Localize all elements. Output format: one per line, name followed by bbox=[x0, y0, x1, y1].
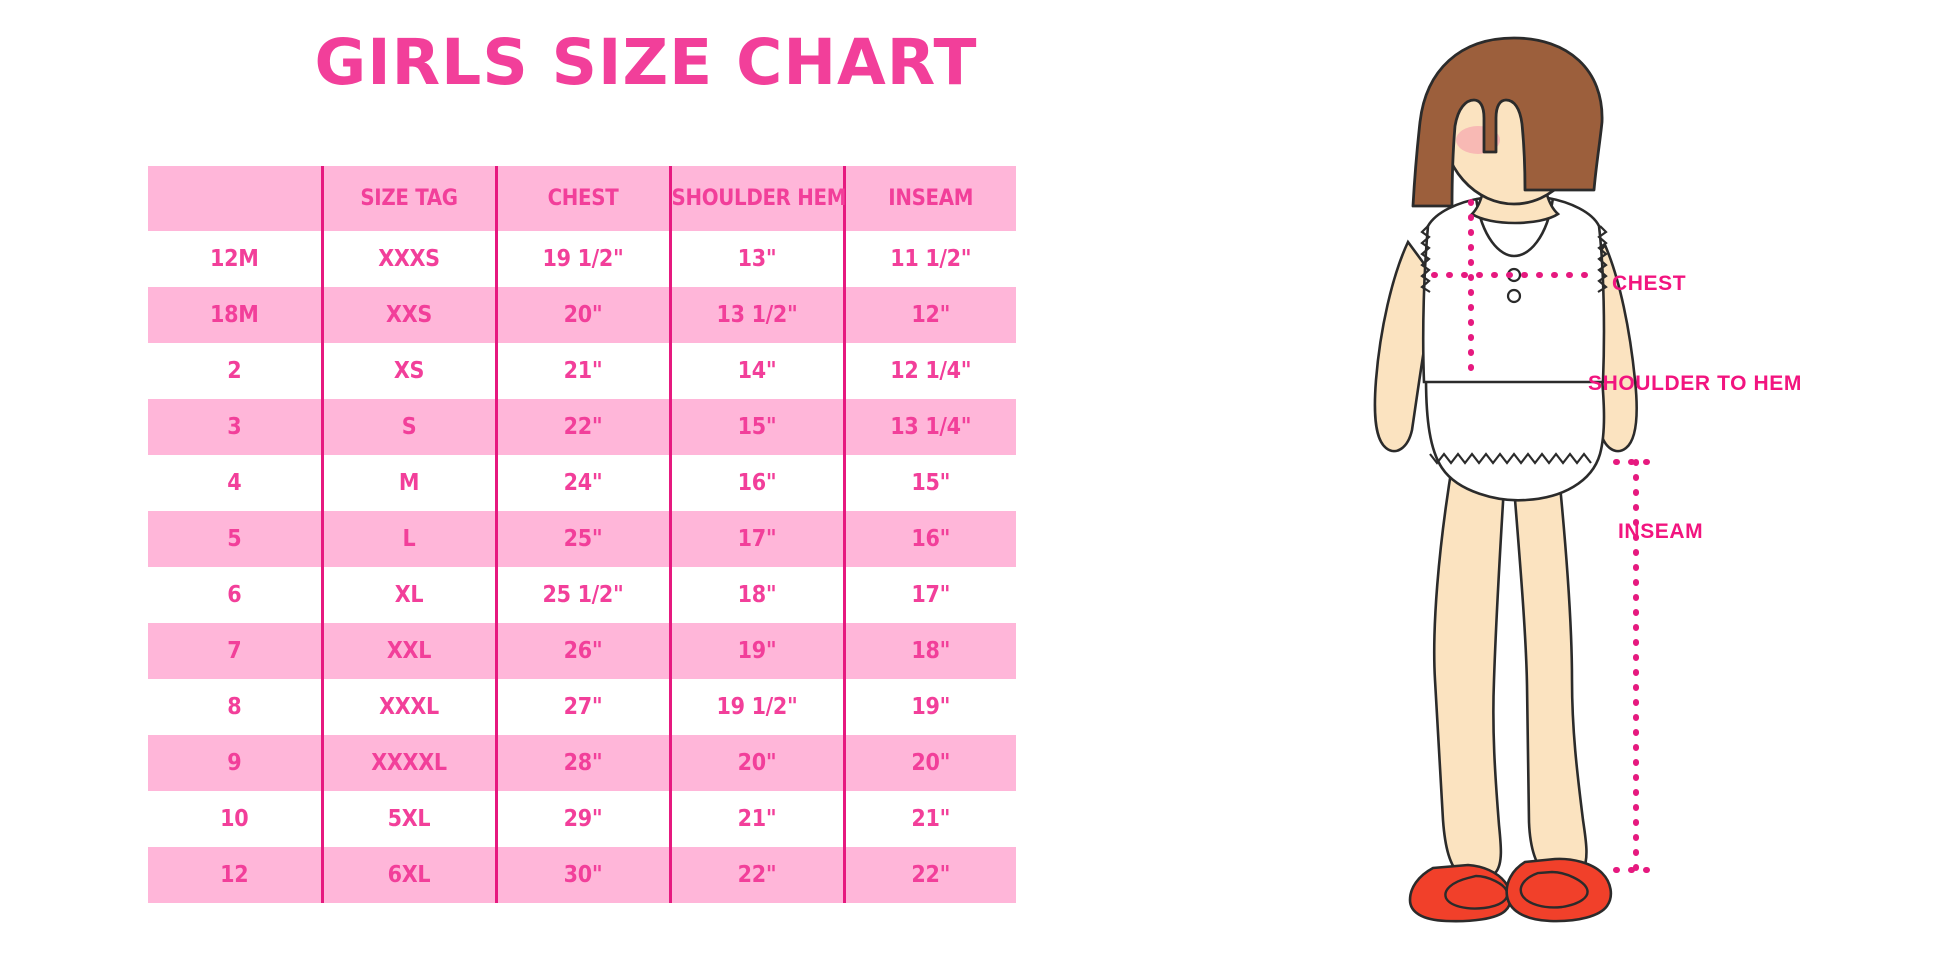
skirt-ruffle-hem bbox=[1429, 452, 1592, 465]
girl-figure-illustration bbox=[1373, 36, 1659, 923]
neckline bbox=[1474, 197, 1555, 258]
cell-inseam: 15" bbox=[842, 455, 1016, 511]
cell-chest: 25 1/2" bbox=[494, 567, 670, 623]
left-shoe bbox=[1408, 863, 1512, 923]
cell-chest: 21" bbox=[494, 343, 670, 399]
cell-chest: 25" bbox=[494, 511, 670, 567]
table-row: 4 M 24" 16" 15" bbox=[148, 455, 1016, 511]
cell-size: 5 bbox=[148, 511, 322, 567]
cell-inseam: 11 1/2" bbox=[842, 231, 1016, 287]
cell-size-tag: S bbox=[320, 399, 496, 455]
cell-inseam: 12" bbox=[842, 287, 1016, 343]
cell-size: 12M bbox=[210, 246, 259, 272]
left-shoe-strap bbox=[1444, 874, 1509, 910]
cell-chest: 26" bbox=[494, 623, 670, 679]
cell-size: 4 bbox=[227, 470, 242, 496]
right-shoe bbox=[1505, 857, 1613, 923]
cell-size-tag: XXXS bbox=[320, 231, 496, 287]
cell-size-tag: XS bbox=[320, 343, 496, 399]
cell-chest: 28" bbox=[494, 735, 670, 791]
table-row: 9 XXXXL 28" 20" 20" bbox=[148, 735, 1016, 791]
cell-size-tag: XL bbox=[320, 567, 496, 623]
column-header-shoulder-hem: SHOULDER HEM bbox=[668, 166, 846, 231]
column-header-size bbox=[148, 166, 322, 231]
cell-inseam: 21" bbox=[842, 791, 1016, 847]
cell-size-tag: XXXL bbox=[320, 679, 496, 735]
size-chart-table: SIZE TAG CHEST SHOULDER HEM INSEAM 12M XX… bbox=[148, 166, 1016, 903]
cell-inseam: 18" bbox=[842, 623, 1016, 679]
cell-size-tag: 6XL bbox=[320, 847, 496, 903]
table-row: 6 XL 25 1/2" 18" 17" bbox=[148, 567, 1016, 623]
cell-size: 12 bbox=[148, 847, 322, 903]
cell-size-tag: 5XL bbox=[320, 791, 496, 847]
cell-shoulder-hem: 15" bbox=[668, 399, 844, 455]
cell-shoulder-hem: 22" bbox=[668, 847, 844, 903]
cell-inseam: 20" bbox=[842, 735, 1016, 791]
cell-inseam: 17" bbox=[842, 567, 1016, 623]
cell-size: 3 bbox=[148, 399, 322, 455]
cell-shoulder-hem: 14" bbox=[668, 343, 844, 399]
cell-shoulder-hem: 21" bbox=[668, 791, 844, 847]
cell-shoulder-hem: 17" bbox=[668, 511, 844, 567]
cell-size-tag: L bbox=[320, 511, 496, 567]
table-row: 3 S 22" 15" 13 1/4" bbox=[148, 399, 1016, 455]
hair bbox=[1411, 36, 1604, 208]
page-title: GIRLS SIZE CHART bbox=[314, 26, 978, 99]
cell-chest: 24" bbox=[494, 455, 670, 511]
cell-size-tag: M bbox=[320, 455, 496, 511]
left-shoulder-ruffle bbox=[1420, 225, 1431, 293]
right-shoe-strap bbox=[1519, 870, 1589, 909]
cell-chest: 30" bbox=[494, 847, 670, 903]
cell-shoulder-hem: 16" bbox=[668, 455, 844, 511]
cell-chest: 27" bbox=[494, 679, 670, 735]
cell-size: 8 bbox=[227, 694, 242, 720]
skirt bbox=[1424, 376, 1606, 502]
table-row: 7 XXL 26" 19" 18" bbox=[148, 623, 1016, 679]
cell-shoulder-hem: 19" bbox=[668, 623, 844, 679]
table-row: 8 XXXL 27" 19 1/2" 19" bbox=[148, 679, 1016, 735]
table-row: 12 6XL 30" 22" 22" bbox=[148, 847, 1016, 903]
cell-inseam: 16" bbox=[842, 511, 1016, 567]
cell-size-tag: XXL bbox=[320, 623, 496, 679]
cell-size-tag: XXXXL bbox=[320, 735, 496, 791]
cell-size: 7 bbox=[148, 623, 322, 679]
cell-size: 2 bbox=[227, 358, 242, 384]
table-row: 18M XXS 20" 13 1/2" 12" bbox=[148, 287, 1016, 343]
cell-chest: 29" bbox=[494, 791, 670, 847]
button-bottom bbox=[1506, 288, 1522, 304]
table-row: 2 XS 21" 14" 12 1/4" bbox=[148, 343, 1016, 399]
right-shoulder-ruffle bbox=[1597, 225, 1608, 293]
cell-chest: 20" bbox=[494, 287, 670, 343]
cell-size: 6 bbox=[227, 582, 242, 608]
cell-size-tag: XXS bbox=[320, 287, 496, 343]
table-body: 12M XXXS 19 1/2" 13" 11 1/2" 18M XXS 20" 13 1/2"… bbox=[148, 231, 1016, 903]
column-header-inseam: INSEAM bbox=[842, 166, 1016, 231]
cell-chest: 19 1/2" bbox=[494, 231, 670, 287]
cell-size: 18M bbox=[148, 287, 322, 343]
cell-chest: 22" bbox=[494, 399, 670, 455]
table-row: 5 L 25" 17" 16" bbox=[148, 511, 1016, 567]
cell-shoulder-hem: 13 1/2" bbox=[668, 287, 844, 343]
column-header-size-tag: SIZE TAG bbox=[320, 166, 496, 231]
cell-shoulder-hem: 20" bbox=[668, 735, 844, 791]
cell-inseam: 12 1/4" bbox=[842, 343, 1016, 399]
cell-size: 10 bbox=[220, 806, 249, 832]
table-row: 10 5XL 29" 21" 21" bbox=[148, 791, 1016, 847]
column-header-chest: CHEST bbox=[494, 166, 670, 231]
left-leg bbox=[1432, 458, 1507, 882]
table-row: 12M XXXS 19 1/2" 13" 11 1/2" bbox=[148, 231, 1016, 287]
cell-inseam: 19" bbox=[842, 679, 1016, 735]
cell-shoulder-hem: 19 1/2" bbox=[668, 679, 844, 735]
cell-inseam: 22" bbox=[842, 847, 1016, 903]
table-header-row: SIZE TAG CHEST SHOULDER HEM INSEAM bbox=[148, 166, 1016, 231]
cell-shoulder-hem: 18" bbox=[668, 567, 844, 623]
cell-size: 9 bbox=[148, 735, 322, 791]
right-leg bbox=[1510, 460, 1588, 882]
cell-shoulder-hem: 13" bbox=[668, 231, 844, 287]
cell-inseam: 13 1/4" bbox=[842, 399, 1016, 455]
